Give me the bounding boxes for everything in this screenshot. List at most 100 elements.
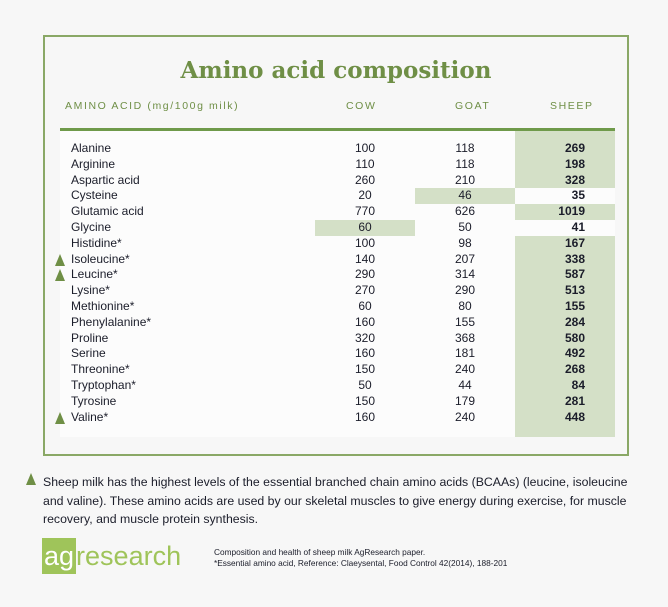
table-card: Amino acid composition AMINO ACID (mg/10… bbox=[43, 35, 629, 456]
sheep-value: 41 bbox=[571, 220, 585, 234]
goat-value: 240 bbox=[454, 409, 476, 424]
highlight bbox=[515, 378, 615, 394]
sheep-value: 1019 bbox=[558, 204, 585, 219]
highlight bbox=[515, 362, 615, 378]
cow-value: 260 bbox=[354, 172, 376, 187]
sheep-value: 167 bbox=[564, 235, 585, 250]
amino-acid-name: Phenylalanine* bbox=[71, 314, 152, 329]
highlight bbox=[515, 235, 615, 252]
table-row: Arginine 110 118 198 bbox=[60, 156, 615, 173]
amino-acid-name: Tyrosine bbox=[71, 393, 117, 408]
goat-value: 207 bbox=[454, 251, 476, 266]
sheep-value: 268 bbox=[564, 362, 585, 377]
table-row: Alanine 100 118 269 bbox=[60, 141, 615, 157]
sheep-column-highlight bbox=[515, 425, 615, 437]
cow-value: 140 bbox=[354, 251, 376, 266]
cow-value: 20 bbox=[358, 188, 372, 203]
amino-acid-name: Valine* bbox=[71, 409, 109, 424]
sheep-value: 448 bbox=[564, 409, 585, 424]
table-row: Serine 160 181 492 bbox=[60, 346, 615, 363]
table-row: Valine* 160 240 448 bbox=[55, 409, 615, 426]
goat-value: 314 bbox=[454, 267, 476, 282]
table-row: Tyrosine 150 179 281 bbox=[60, 393, 615, 410]
header-divider bbox=[60, 128, 615, 131]
amino-acid-name: Tryptophan* bbox=[71, 378, 136, 392]
logo-ag: ag bbox=[42, 538, 77, 574]
header-goat: GOAT bbox=[455, 100, 491, 112]
bcaa-marker-icon bbox=[26, 473, 36, 485]
amino-acid-name: Leucine* bbox=[71, 267, 118, 282]
amino-acid-name: Methionine* bbox=[71, 299, 135, 313]
amino-acid-name: Isoleucine* bbox=[71, 251, 130, 266]
agresearch-logo: agresearch bbox=[42, 538, 181, 574]
highlight bbox=[515, 346, 615, 363]
note-text: Sheep milk has the highest levels of the… bbox=[43, 475, 628, 526]
highlight bbox=[515, 330, 615, 347]
cow-value: 150 bbox=[354, 362, 376, 377]
highlight bbox=[515, 299, 615, 315]
cow-value: 110 bbox=[355, 156, 375, 171]
amino-acid-name: Alanine bbox=[71, 141, 112, 155]
goat-value: 80 bbox=[458, 299, 472, 313]
amino-acid-name: Aspartic acid bbox=[71, 172, 140, 187]
sheep-value: 587 bbox=[564, 267, 585, 282]
highlight bbox=[515, 141, 615, 157]
cow-value: 160 bbox=[354, 346, 376, 361]
amino-acid-name: Cysteine bbox=[71, 188, 118, 203]
highlight bbox=[515, 204, 615, 220]
bcaa-marker-icon bbox=[55, 411, 65, 424]
table-row: Threonine* 150 240 268 bbox=[60, 362, 615, 378]
highlight bbox=[415, 188, 515, 205]
cow-value: 270 bbox=[354, 283, 376, 298]
sheep-value: 35 bbox=[571, 188, 585, 203]
sheep-value: 155 bbox=[564, 299, 585, 313]
goat-value: 118 bbox=[455, 141, 475, 155]
sheep-value: 513 bbox=[564, 283, 585, 298]
table-row: Aspartic acid 260 210 328 bbox=[60, 172, 615, 189]
goat-value: 98 bbox=[458, 235, 472, 250]
header-sheep: SHEEP bbox=[550, 100, 594, 112]
amino-acid-name: Lysine* bbox=[71, 283, 110, 298]
highlight bbox=[515, 409, 615, 426]
cow-value: 60 bbox=[358, 299, 372, 313]
sheep-value: 269 bbox=[564, 141, 585, 155]
bcaa-note: Sheep milk has the highest levels of the… bbox=[26, 473, 643, 529]
sheep-value: 338 bbox=[564, 251, 585, 266]
table-row: Proline 320 368 580 bbox=[60, 330, 615, 347]
reference-line: *Essential amino acid, Reference: Claeys… bbox=[214, 558, 508, 568]
goat-value: 626 bbox=[454, 204, 476, 219]
sheep-value: 328 bbox=[564, 172, 585, 187]
highlight bbox=[515, 393, 615, 410]
sheep-value: 198 bbox=[564, 156, 585, 171]
header-cow: COW bbox=[346, 100, 377, 112]
page-title: Amino acid composition bbox=[180, 57, 492, 84]
cow-value: 290 bbox=[354, 267, 376, 282]
amino-acid-name: Glycine bbox=[71, 220, 112, 234]
goat-value: 46 bbox=[458, 188, 472, 203]
cow-value: 160 bbox=[354, 409, 376, 424]
references: Composition and health of sheep milk AgR… bbox=[214, 547, 507, 569]
goat-value: 50 bbox=[458, 220, 472, 234]
sheep-value: 492 bbox=[564, 346, 585, 361]
goat-value: 240 bbox=[454, 362, 476, 377]
cow-value: 150 bbox=[354, 393, 376, 408]
table-row: Glycine 60 50 41 bbox=[60, 220, 615, 236]
highlight bbox=[515, 251, 615, 268]
sheep-value: 84 bbox=[571, 378, 585, 392]
bcaa-marker-icon bbox=[55, 269, 65, 282]
highlight bbox=[515, 314, 615, 331]
goat-value: 179 bbox=[454, 393, 476, 408]
cow-value: 160 bbox=[354, 314, 376, 329]
amino-acid-name: Arginine bbox=[71, 156, 116, 171]
table-row: Methionine* 60 80 155 bbox=[60, 299, 615, 315]
amino-acid-name: Threonine* bbox=[71, 362, 130, 377]
table-row: Glutamic acid 770 626 1019 bbox=[60, 204, 615, 220]
highlight bbox=[515, 283, 615, 299]
amino-acid-name: Proline bbox=[71, 330, 109, 345]
amino-acid-name: Histidine* bbox=[71, 235, 122, 250]
sheep-value: 284 bbox=[564, 314, 585, 329]
sheep-value: 281 bbox=[564, 393, 585, 408]
goat-value: 290 bbox=[454, 283, 476, 298]
goat-value: 155 bbox=[454, 314, 476, 329]
highlight bbox=[315, 220, 415, 236]
